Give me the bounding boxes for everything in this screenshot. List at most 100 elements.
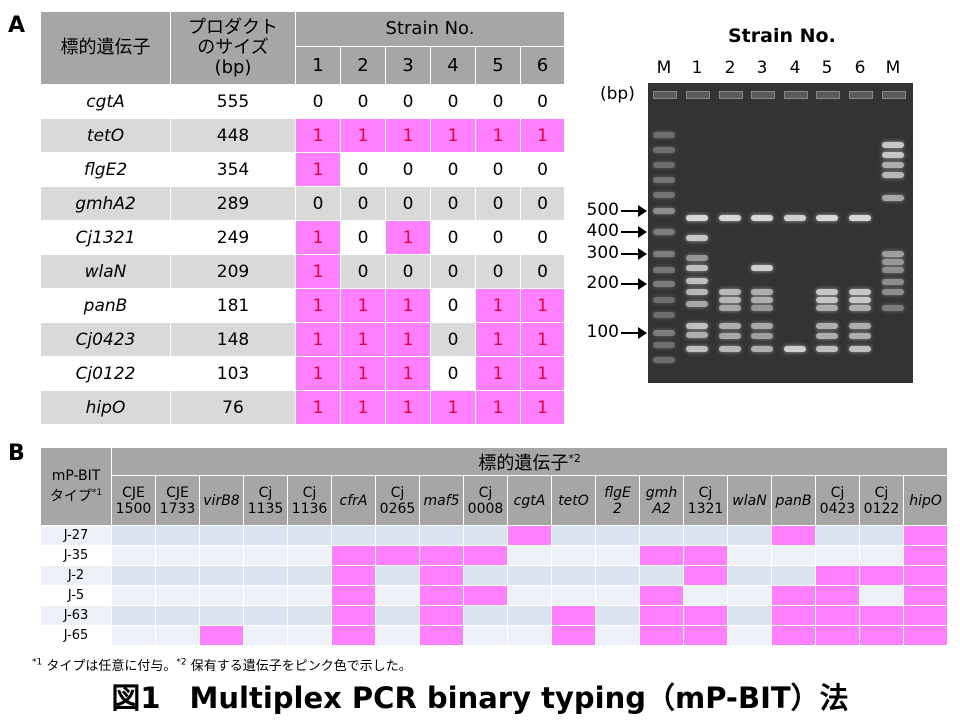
gene-header-line1: wlaN [732,492,767,509]
presence-cell: 0 [475,84,521,119]
gene-header-line1: Cj [390,484,405,501]
presence-cell: 0 [519,220,566,255]
gene-header: CJE 1733 [155,475,200,526]
gene-header-line1: Cj [698,484,713,501]
gel-band [653,357,675,363]
gene-header-line2: 1135 [247,500,284,517]
gel-band [849,215,871,221]
gene-presence-cell [243,585,288,606]
gene-presence-cell [551,585,596,606]
product-size: 103 [170,356,296,391]
gel-band [784,215,806,221]
product-size: 148 [170,322,296,357]
gel-band [653,342,675,348]
gene-header-line1: Cj [258,484,273,501]
gene-presence-cell [551,545,596,566]
gel-band [751,323,773,329]
gene-presence-cell [287,605,332,626]
gel-band [686,235,708,241]
gene-presence-cell [551,565,596,586]
gene-presence-cell [727,545,772,566]
product-size: 354 [170,152,296,187]
gel-band [816,323,838,329]
gel-band [686,215,708,221]
gel-band [751,297,773,303]
presence-cell: 0 [340,84,386,119]
gene-presence-cell [551,625,596,646]
presence-cell: 1 [295,288,341,323]
gene-presence-cell [155,605,200,626]
gene-presence-cell [507,625,552,646]
gene-header: wlaN [727,475,772,526]
gene-header-line2: 0122 [863,500,900,517]
gene-presence-cell [331,525,376,546]
gel-band [719,333,741,339]
gel-well [751,91,775,99]
gene-presence-cell [331,625,376,646]
gene-presence-cell [815,605,860,626]
gene-presence-cell [815,545,860,566]
gene-presence-cell [771,625,816,646]
gel-band [719,289,741,295]
gel-band [784,346,806,352]
gene-presence-cell [155,585,200,606]
gene-presence-cell [727,525,772,546]
presence-cell: 0 [475,254,521,289]
presence-cell: 0 [475,152,521,187]
presence-cell: 0 [519,254,566,289]
gene-presence-cell [815,625,860,646]
gene-presence-cell [419,625,464,646]
gel-band [849,297,871,303]
product-size-header-line2: のサイズ [197,37,269,58]
footnote-text1: タイプは任意に付与。 [42,659,177,674]
presence-cell: 1 [519,288,566,323]
gene-presence-cell [902,525,949,546]
gel-band [653,132,675,138]
gene-presence-cell [771,565,816,586]
gene-presence-cell [507,585,552,606]
gel-band [686,301,708,307]
presence-cell: 1 [385,288,431,323]
gene-presence-cell [902,545,949,566]
target-genes-header-sup: *2 [568,452,581,465]
strain-number-header: 3 [385,46,431,85]
gene-presence-cell [419,545,464,566]
gene-presence-cell [331,605,376,626]
strain-number-header: 5 [475,46,521,85]
presence-cell: 1 [475,118,521,153]
footnote-sup1: *1 [32,657,43,668]
mp-bit-type-label: J-27 [40,525,112,546]
gel-lane-label: 4 [789,58,801,78]
presence-cell: 1 [340,356,386,391]
gene-name: flgE2 [40,152,171,187]
gel-band [653,251,675,257]
arrow-right-icon [621,248,647,260]
table-row: tetO 448 1 1 1 1 1 1 [40,118,566,153]
gene-presence-cell [507,545,552,566]
product-size: 448 [170,118,296,153]
gene-presence-cell [287,525,332,546]
gene-header: maf5 [419,475,464,526]
gene-header: cgtA [507,475,552,526]
gene-presence-cell [595,525,640,546]
gel-band [816,215,838,221]
product-size-header-line1: プロダクト [188,17,278,38]
gel-band [686,289,708,295]
presence-cell: 0 [385,254,431,289]
gene-header: cfrA [331,475,376,526]
arrow-right-icon [621,278,647,290]
gel-well [849,91,873,99]
gene-header: Cj 0423 [815,475,860,526]
strain-number-header: 4 [430,46,476,85]
gene-header-line1: flgE [604,484,631,501]
gene-header-line1: gmh [645,484,678,501]
product-size: 555 [170,84,296,119]
gene-presence-cell [771,585,816,606]
presence-cell: 1 [385,322,431,357]
gel-band [751,215,773,221]
gene-header: gmh A2 [639,475,684,526]
gene-presence-cell [727,565,772,586]
gel-band [882,267,904,273]
footnote: *1 タイプは任意に付与。*2 保有する遺伝子をピンク色で示した。 [32,655,412,674]
type-word: タイプ [49,488,92,505]
